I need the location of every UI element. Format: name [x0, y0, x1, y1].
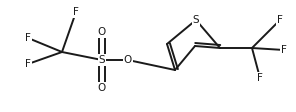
Text: F: F	[25, 59, 31, 69]
Text: O: O	[98, 83, 106, 93]
Text: F: F	[281, 45, 287, 55]
Text: O: O	[98, 27, 106, 37]
Text: O: O	[124, 55, 132, 65]
Text: F: F	[277, 15, 283, 25]
Text: F: F	[73, 7, 79, 17]
Text: F: F	[25, 33, 31, 43]
Text: F: F	[257, 73, 263, 83]
Text: S: S	[193, 15, 199, 25]
Text: S: S	[99, 55, 105, 65]
